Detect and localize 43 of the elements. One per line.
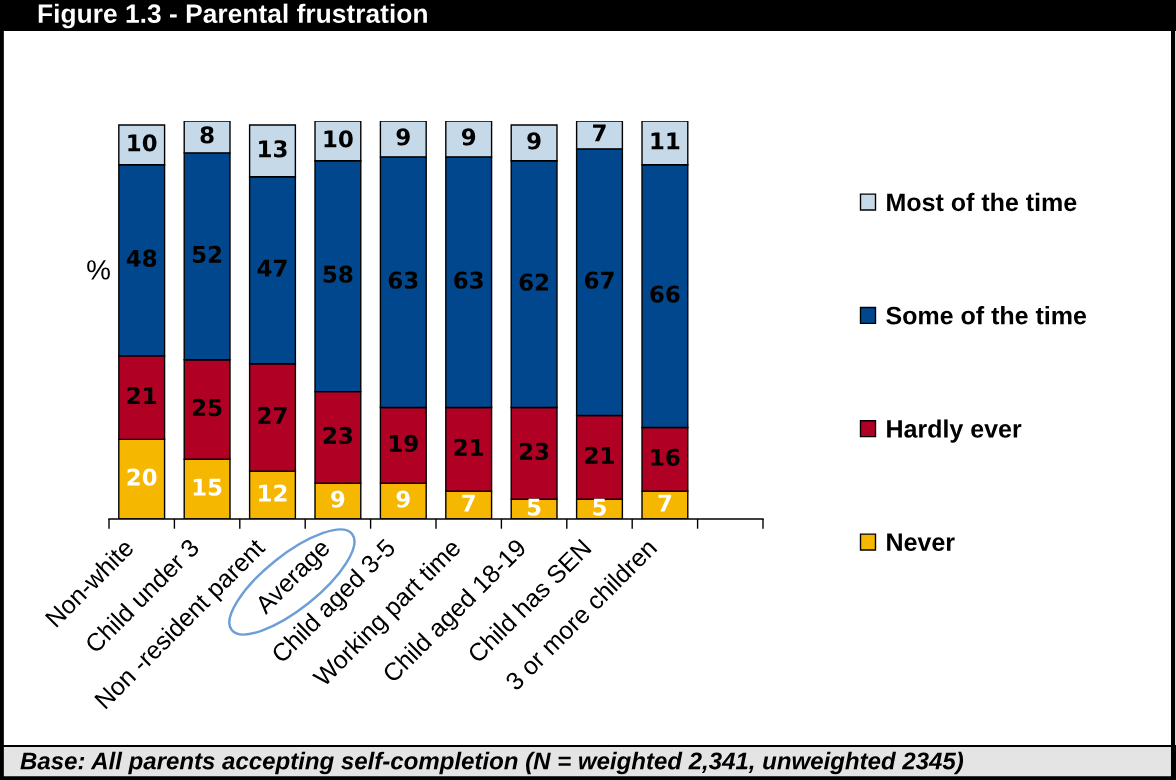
- data-label: 12: [259, 484, 287, 502]
- data-label: 9: [331, 490, 345, 508]
- data-label: 15: [193, 478, 222, 496]
- data-label: 52: [192, 245, 222, 263]
- data-label: 16: [651, 448, 680, 466]
- data-label: 9: [461, 128, 476, 146]
- data-label: 27: [258, 406, 287, 424]
- data-label: 47: [257, 259, 287, 277]
- data-label: 63: [388, 271, 418, 289]
- data-label: 25: [192, 398, 222, 417]
- data-label: 11: [651, 132, 680, 150]
- data-label: 67: [584, 271, 614, 289]
- data-label: 9: [396, 128, 410, 146]
- data-label: 58: [323, 265, 353, 283]
- data-label: 7: [593, 124, 606, 142]
- y-axis-title: %: [87, 260, 110, 280]
- chart-title: Figure 1.3 - Parental frustration: [38, 3, 427, 29]
- data-label: 13: [259, 140, 287, 158]
- data-label: 62: [519, 273, 549, 291]
- data-label: 21: [454, 438, 484, 456]
- data-label: 10: [128, 134, 157, 152]
- data-label: 48: [126, 249, 157, 267]
- data-label: 8: [200, 126, 214, 144]
- data-label: 10: [324, 130, 353, 148]
- data-label: 9: [527, 132, 541, 150]
- legend-label: Never: [887, 533, 955, 552]
- text: Base: All parents accepting self-completion (N = weighted 2,341, unweighted 2345): [20, 751, 964, 775]
- data-label: 21: [585, 446, 614, 464]
- data-label: 19: [389, 434, 418, 453]
- data-label: 63: [454, 271, 483, 289]
- data-label: 7: [658, 494, 672, 512]
- data-label: 7: [462, 494, 475, 512]
- data-label: 23: [323, 426, 353, 445]
- data-label: 5: [593, 498, 606, 516]
- data-label: 9: [396, 490, 410, 508]
- data-label: 21: [127, 386, 157, 404]
- legend-label: Hardly ever: [887, 419, 1022, 443]
- data-label: 5: [527, 498, 541, 516]
- legend-label: Some of the time: [886, 306, 1087, 325]
- data-label: 23: [519, 442, 549, 460]
- data-label: 20: [127, 468, 157, 486]
- legend-label: Most of the time: [887, 192, 1077, 212]
- data-label: 66: [650, 285, 680, 303]
